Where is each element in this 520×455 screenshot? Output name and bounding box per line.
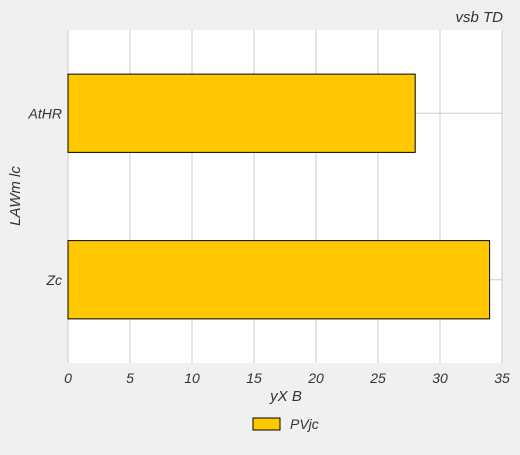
bars <box>67 73 491 320</box>
x-axis-label: yX B <box>269 388 302 405</box>
x-tick-label: 10 <box>184 370 200 386</box>
x-tick-label: 35 <box>494 370 510 386</box>
legend: PVjc <box>252 416 319 432</box>
x-tick-labels: 0 5 10 15 20 25 30 35 <box>64 370 510 386</box>
legend-swatch <box>252 417 281 431</box>
x-tick-label: 20 <box>307 370 324 386</box>
y-tick-label: AtHR <box>28 105 62 121</box>
bar-athr <box>67 73 416 153</box>
chart-title: vsb TD <box>455 9 503 26</box>
y-axis-label: LAWm lc <box>7 166 24 226</box>
y-tick-label: Zc <box>45 272 62 288</box>
y-tick-labels: AtHR Zc <box>28 105 62 288</box>
legend-label: PVjc <box>290 416 319 432</box>
x-tick-label: 30 <box>432 370 448 386</box>
x-tick-label: 15 <box>246 370 262 386</box>
bar-zc <box>67 240 491 320</box>
x-tick-label: 5 <box>126 370 134 386</box>
x-tick-label: 0 <box>64 370 72 386</box>
x-tick-label: 25 <box>369 370 386 386</box>
